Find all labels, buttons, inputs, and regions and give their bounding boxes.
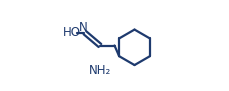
Text: NH₂: NH₂ [89, 65, 111, 77]
Text: N: N [79, 21, 87, 34]
Text: HO: HO [63, 26, 81, 39]
